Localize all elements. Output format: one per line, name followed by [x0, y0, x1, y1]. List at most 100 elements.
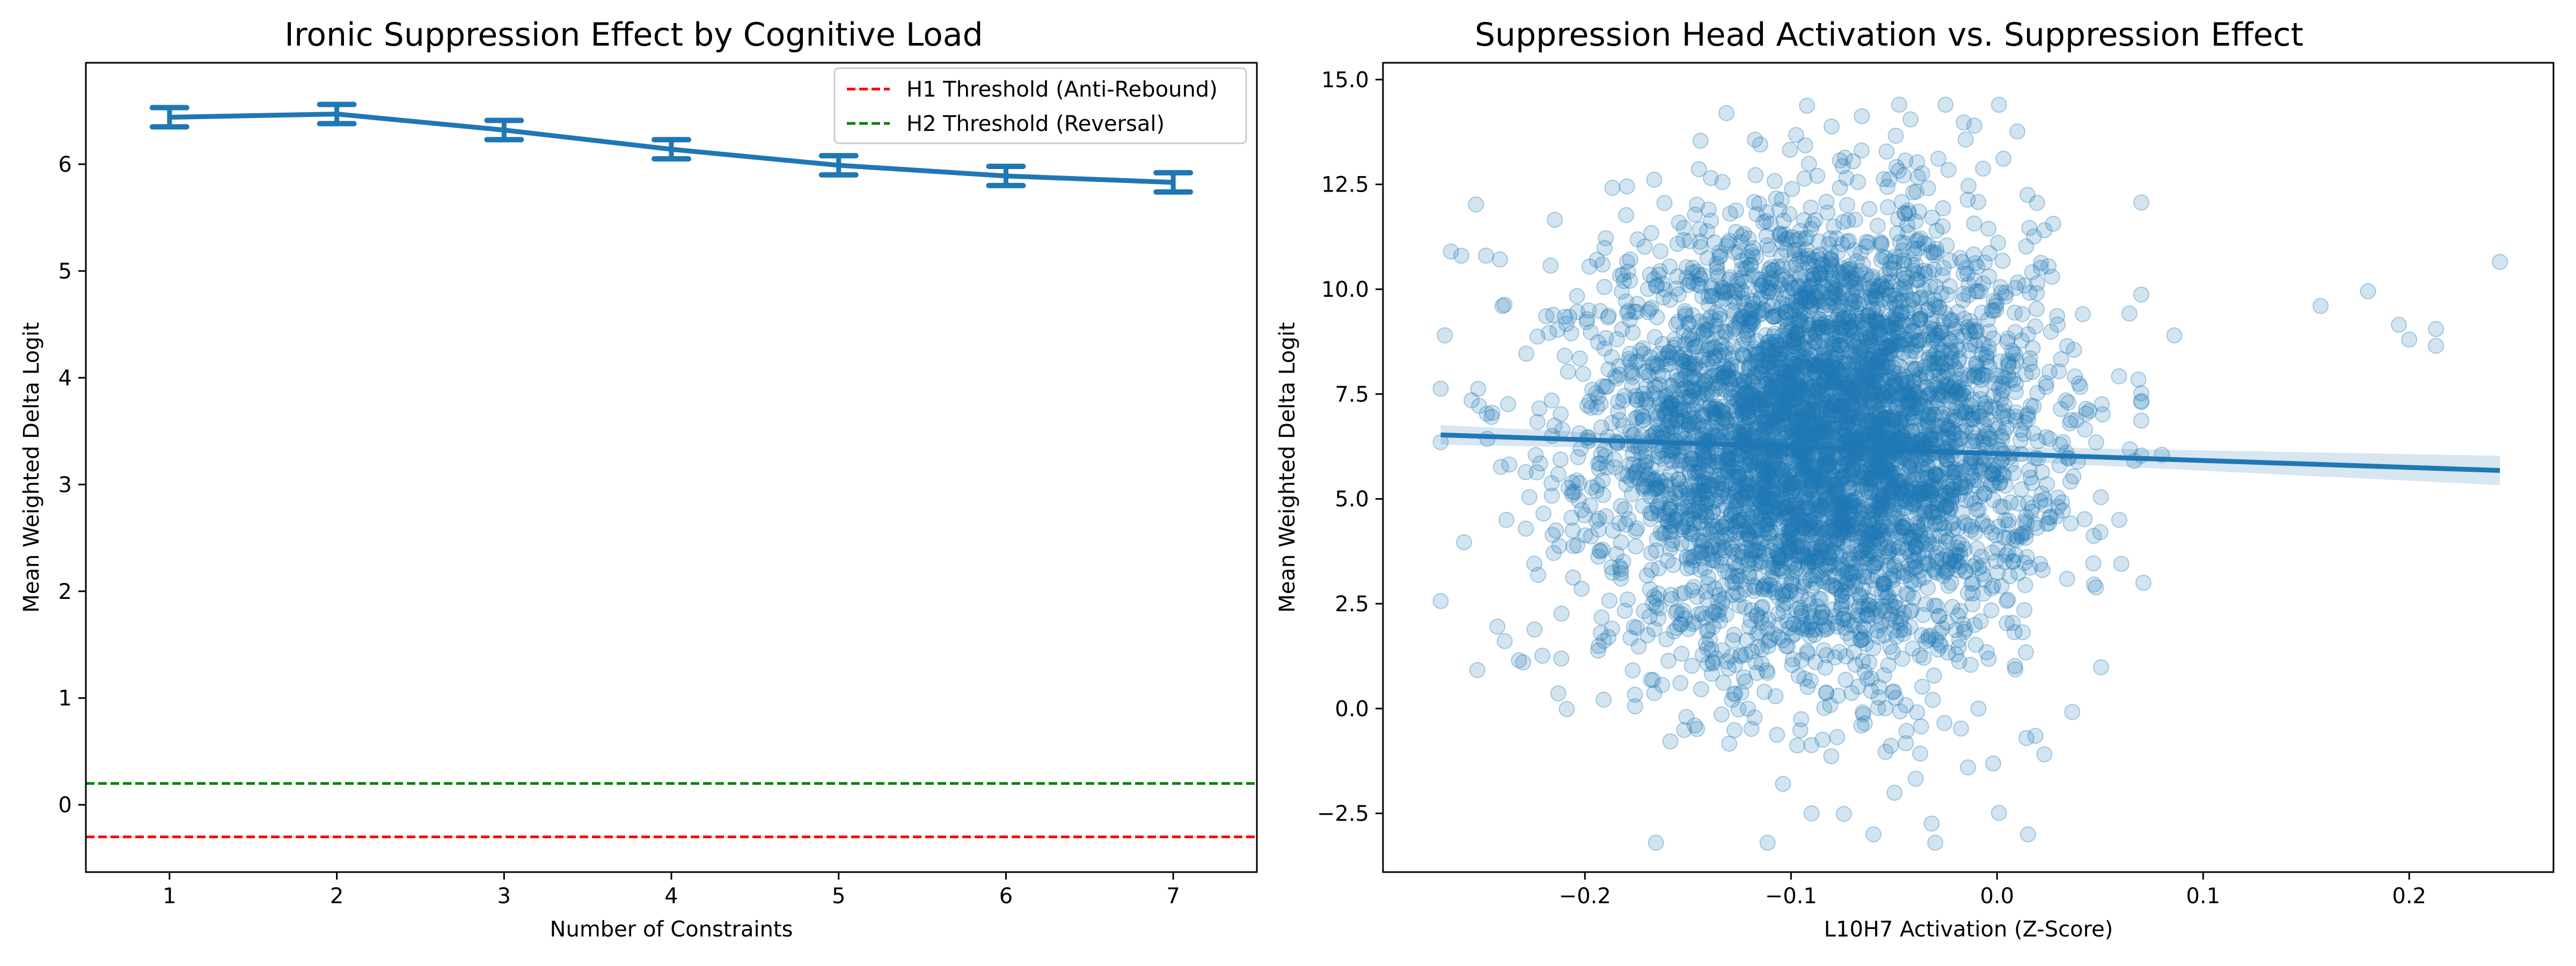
scatter-point [1730, 465, 1747, 481]
scatter-point [1792, 479, 1809, 495]
scatter-point [1596, 240, 1613, 257]
scatter-point [1952, 720, 1969, 737]
scatter-point [1820, 408, 1837, 425]
scatter-point [1469, 662, 1485, 678]
scatter-point [1880, 370, 1897, 386]
scatter-point [1691, 503, 1708, 520]
scatter-point [1650, 586, 1667, 602]
scatter-point [1629, 231, 1646, 248]
scatter-point [1702, 631, 1718, 648]
scatter-point [1744, 386, 1760, 402]
scatter-point [1759, 297, 1775, 314]
scatter-point [1839, 233, 1856, 250]
scatter-point [1938, 237, 1955, 254]
scatter-point [1773, 486, 1790, 503]
scatter-point [1681, 536, 1697, 552]
scatter-point [1949, 384, 1965, 401]
scatter-point [1754, 506, 1770, 522]
scatter-point [1759, 835, 1776, 851]
scatter-point [1805, 355, 1822, 372]
scatter-point [1766, 309, 1782, 325]
scatter-point [1694, 473, 1711, 490]
scatter-point [1935, 314, 1952, 331]
scatter-point [1923, 427, 1940, 444]
scatter-point [1707, 405, 1723, 422]
scatter-point [2133, 286, 2149, 303]
scatter-point [1774, 491, 1790, 508]
scatter-point [1864, 471, 1880, 487]
scatter-point [1904, 291, 1921, 308]
scatter-point [1803, 541, 1819, 558]
scatter-point [1758, 484, 1774, 501]
scatter-point [1939, 364, 1956, 380]
scatter-point [1872, 507, 1889, 524]
scatter-point [1804, 581, 1820, 597]
scatter-point [1876, 531, 1892, 547]
scatter-point [2007, 408, 2023, 425]
scatter-point [1840, 213, 1856, 229]
scatter-point [1686, 399, 1702, 416]
scatter-point [1935, 200, 1951, 216]
scatter-point [1934, 267, 1951, 284]
scatter-point [1635, 479, 1651, 495]
scatter-point [1684, 419, 1701, 436]
scatter-point [1959, 265, 1975, 282]
scatter-point [1468, 196, 1484, 213]
scatter-point [1995, 150, 2012, 167]
scatter-point [1969, 540, 1986, 557]
scatter-point [1934, 551, 1950, 568]
scatter-point [1878, 421, 1895, 438]
scatter-point [1796, 170, 1813, 187]
scatter-point [1763, 471, 1780, 488]
scatter-point [1730, 513, 1746, 530]
scatter-point [1783, 484, 1800, 500]
scatter-point [1604, 179, 1621, 196]
scatter-point [1997, 478, 2014, 494]
scatter-point [2016, 277, 2033, 294]
scatter-point [1950, 353, 1967, 370]
scatter-point [1817, 374, 1833, 390]
scatter-point [1521, 489, 1538, 506]
scatter-point [1980, 425, 1996, 442]
scatter-point [1811, 264, 1827, 280]
legend-box [833, 67, 1247, 144]
scatter-point [1581, 258, 1598, 275]
scatter-point [1823, 748, 1840, 765]
scatter-point [1816, 294, 1833, 310]
scatter-point [1944, 598, 1961, 615]
scatter-point [2008, 353, 2024, 369]
scatter-point [1649, 448, 1666, 465]
scatter-point [1685, 361, 1702, 377]
scatter-point [1565, 569, 1582, 586]
scatter-point [1752, 136, 1768, 153]
scatter-point [1890, 523, 1907, 540]
scatter-point [1822, 452, 1838, 469]
scatter-point [1669, 236, 1686, 252]
scatter-point [1781, 206, 1798, 222]
scatter-point [1694, 647, 1711, 663]
scatter-point [1666, 421, 1682, 437]
scatter-point [1806, 548, 1823, 565]
x-tick-label: 3 [497, 884, 511, 909]
scatter-point [1891, 386, 1907, 402]
scatter-point [1635, 497, 1651, 514]
scatter-point [1824, 336, 1840, 353]
scatter-point [1840, 391, 1856, 408]
scatter-point [1911, 332, 1928, 348]
scatter-point [1914, 480, 1930, 497]
scatter-point [1779, 613, 1796, 630]
scatter-point [1616, 501, 1633, 518]
scatter-point [1834, 470, 1851, 487]
scatter-point [2076, 511, 2093, 528]
scatter-point [1928, 278, 1944, 295]
scatter-point [1571, 475, 1587, 492]
scatter-point [2020, 411, 2036, 427]
left-y-axis-label: Mean Weighted Delta Logit [19, 322, 44, 612]
scatter-point [1806, 468, 1822, 485]
scatter-point [1806, 493, 1823, 510]
scatter-point [1592, 455, 1608, 472]
scatter-point [1827, 498, 1844, 515]
scatter-point [2022, 350, 2038, 367]
scatter-point [1745, 375, 1761, 391]
scatter-point [1797, 486, 1814, 502]
